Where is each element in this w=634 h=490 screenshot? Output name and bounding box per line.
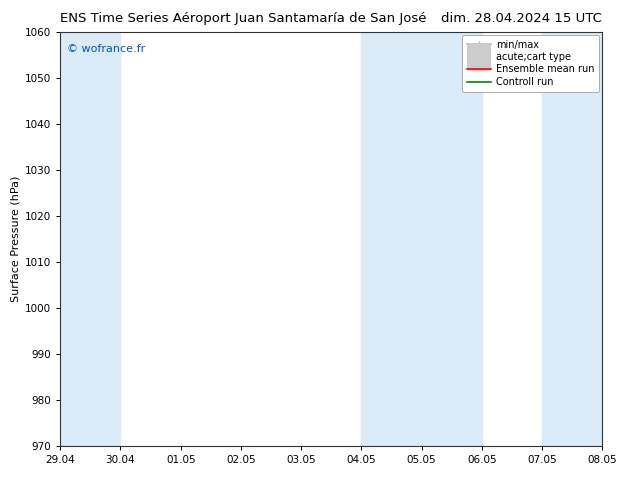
Text: dim. 28.04.2024 15 UTC: dim. 28.04.2024 15 UTC [441,12,602,25]
Bar [361,32,482,446]
Text: © wofrance.fr: © wofrance.fr [67,44,145,54]
Text: ENS Time Series Aéroport Juan Santamaría de San José: ENS Time Series Aéroport Juan Santamaría… [60,12,427,25]
Y-axis label: Surface Pressure (hPa): Surface Pressure (hPa) [11,176,21,302]
Legend: min/max, acute;cart type, Ensemble mean run, Controll run: min/max, acute;cart type, Ensemble mean … [462,35,599,92]
Bar [542,32,602,446]
Bar [60,32,120,446]
